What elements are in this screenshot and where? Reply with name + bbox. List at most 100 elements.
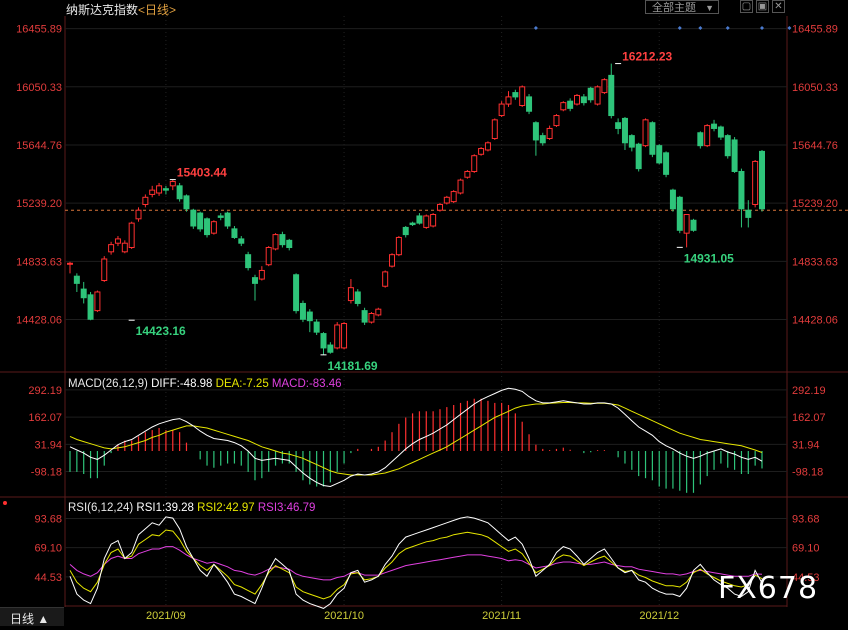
rsi-tick-right: 69.10	[792, 543, 820, 555]
candle-body	[204, 218, 211, 236]
candle-body	[484, 142, 491, 151]
candle-body	[169, 181, 176, 187]
event-marker	[725, 26, 730, 30]
candle-body	[375, 308, 382, 316]
candle-body	[594, 86, 601, 105]
candle-body	[94, 291, 101, 312]
event-marker	[698, 26, 703, 30]
macd-tick-right: 162.07	[792, 412, 826, 424]
candle-body	[210, 221, 217, 234]
candle-body	[423, 215, 430, 228]
candle-body	[245, 254, 252, 269]
index-name: 纳斯达克指数	[66, 3, 139, 17]
candle-body	[67, 262, 73, 265]
candle-body	[341, 323, 348, 349]
price-annotation: 15403.44	[177, 166, 227, 180]
candle-body	[114, 238, 121, 244]
candle-body	[430, 214, 437, 227]
price-tick-left: 15239.20	[16, 198, 62, 210]
period-switcher-label: 日线 ▲	[10, 612, 50, 626]
candle-body	[505, 96, 512, 105]
theme-dropdown[interactable]: 全部主题 ▼	[645, 0, 719, 14]
macd-tick-right: -98.18	[792, 467, 823, 479]
candle-body	[615, 122, 622, 129]
candle-body	[272, 234, 279, 250]
price-tick-right: 15239.20	[792, 198, 838, 210]
candle-body	[450, 191, 457, 203]
candle-body	[553, 115, 560, 127]
candle-body	[279, 234, 286, 246]
event-marker	[533, 26, 538, 30]
candle-body	[217, 215, 224, 218]
candle-body	[361, 310, 368, 323]
candle-body	[293, 274, 300, 312]
maximize-button[interactable]: ▣	[756, 0, 769, 13]
candle-body	[526, 96, 533, 112]
candle-body	[457, 179, 464, 194]
candle-body	[663, 152, 670, 175]
candle-body	[669, 189, 676, 210]
candle-body	[546, 127, 553, 139]
price-tick-right: 14833.63	[792, 256, 838, 268]
candle-body	[635, 143, 642, 170]
macd-tick-right: 31.94	[792, 439, 820, 451]
candle-body	[717, 126, 724, 138]
candle-body	[176, 185, 183, 200]
candle-body	[334, 324, 341, 349]
restore-button[interactable]: ▢	[740, 0, 753, 13]
candle-body	[621, 117, 628, 144]
candle-body	[402, 226, 409, 236]
candle-body	[389, 254, 396, 267]
candle-body	[149, 189, 156, 195]
candle-body	[491, 119, 498, 139]
candle-body	[574, 94, 581, 105]
candle-body	[258, 269, 265, 280]
rsi3-line	[69, 546, 763, 581]
candle-body	[142, 196, 149, 205]
candle-body	[759, 150, 765, 210]
candle-body	[80, 288, 87, 299]
candle-body	[745, 209, 752, 218]
candle-body	[416, 215, 423, 224]
price-tick-right: 16050.33	[792, 82, 838, 94]
price-annotation: 14423.16	[136, 324, 186, 338]
theme-dropdown-label: 全部主题	[652, 2, 696, 14]
candle-body	[368, 312, 375, 323]
candle-body	[382, 271, 389, 287]
price-tick-left: 16050.33	[16, 82, 62, 94]
price-tick-right: 14428.06	[792, 315, 838, 327]
candle-body	[519, 86, 526, 107]
event-marker	[677, 26, 682, 30]
candle-body	[101, 258, 108, 282]
close-button[interactable]: ✕	[772, 0, 785, 13]
period-switcher[interactable]: 日线 ▲	[0, 607, 64, 626]
price-tick-left: 14833.63	[16, 256, 62, 268]
fx678-watermark: FX678	[718, 571, 819, 606]
candle-body	[197, 212, 204, 230]
candle-body	[183, 195, 190, 210]
event-marker	[760, 26, 764, 30]
candle-body	[731, 139, 738, 172]
price-annotation: 14931.05	[684, 251, 734, 265]
candle-body	[320, 333, 327, 349]
rsi2-line	[69, 529, 763, 600]
rsi1-line	[69, 516, 763, 609]
candle-body	[567, 100, 574, 109]
candle-body	[354, 291, 361, 304]
candle-body	[697, 132, 704, 147]
macd-tick-left: 162.07	[28, 412, 62, 424]
price-tick-right: 15644.76	[792, 140, 838, 152]
rsi-legend: RSI(6,12,24) RSI1:39.28 RSI2:42.97 RSI3:…	[68, 502, 315, 514]
candle-body	[299, 302, 306, 320]
candle-body	[628, 135, 635, 148]
period-label[interactable]: <日线>	[138, 3, 177, 17]
dea-line	[69, 402, 763, 476]
candle-body	[752, 160, 759, 205]
candle-body	[656, 145, 663, 164]
candle-body	[238, 238, 245, 244]
candle-body	[121, 242, 128, 253]
macd-tick-right: 292.19	[792, 385, 826, 397]
candle-body	[464, 170, 471, 178]
